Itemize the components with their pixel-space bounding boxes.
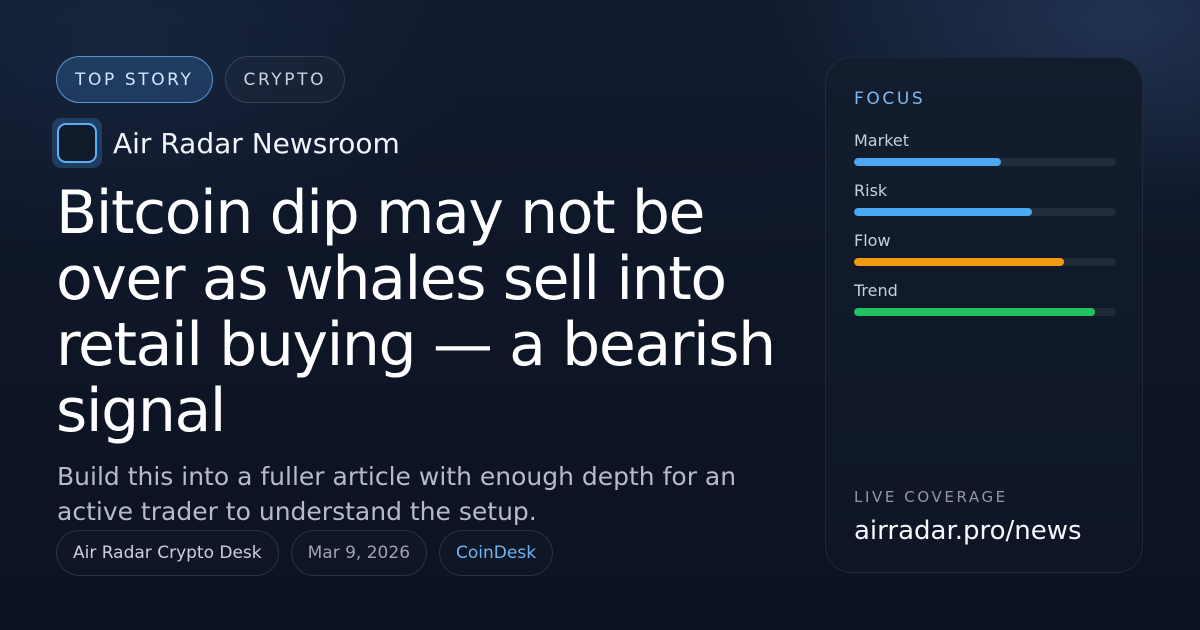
metric-track xyxy=(854,308,1116,316)
metric-bar-fill xyxy=(854,258,1064,266)
brand: Air Radar Newsroom xyxy=(52,118,400,168)
tag-crypto[interactable]: CRYPTO xyxy=(224,56,346,103)
metric-track xyxy=(854,258,1116,266)
author-pill[interactable]: Air Radar Crypto Desk xyxy=(56,530,279,576)
metric-market: Market xyxy=(854,132,1116,182)
date-pill: Mar 9, 2026 xyxy=(290,530,428,576)
metric-track xyxy=(854,158,1116,166)
metric-flow: Flow xyxy=(854,232,1116,282)
coverage-link[interactable]: airradar.pro/news xyxy=(854,516,1082,546)
app-logo-icon-inner xyxy=(57,123,97,163)
source-pill[interactable]: CoinDesk xyxy=(439,530,554,576)
metric-label: Trend xyxy=(854,281,898,300)
metric-label: Risk xyxy=(854,181,888,200)
metric-bar-fill xyxy=(854,308,1096,316)
app-logo-icon xyxy=(52,118,102,168)
metric-label: Market xyxy=(854,131,909,150)
metric-risk: Risk xyxy=(854,182,1116,232)
brand-name: Air Radar Newsroom xyxy=(113,126,400,160)
tag-top-story[interactable]: TOP STORY xyxy=(56,56,213,103)
article-meta: Air Radar Crypto Desk Mar 9, 2026 CoinDe… xyxy=(56,530,554,576)
headline: Bitcoin dip may not be over as whales se… xyxy=(56,178,776,446)
article-dek: Build this into a fuller article with en… xyxy=(57,462,737,526)
tag-list: TOP STORY CRYPTO xyxy=(56,56,346,103)
metric-label: Flow xyxy=(854,231,891,250)
metric-bar-fill xyxy=(854,208,1033,216)
focus-card: FOCUS Market Risk Flow Trend LIVE xyxy=(825,57,1143,573)
metric-trend: Trend xyxy=(854,282,1116,332)
focus-metrics: Market Risk Flow Trend xyxy=(854,132,1116,332)
metric-bar-fill xyxy=(854,158,1001,166)
live-coverage-label: LIVE COVERAGE xyxy=(854,488,1008,506)
focus-card-title: FOCUS xyxy=(854,89,926,109)
metric-track xyxy=(854,208,1116,216)
